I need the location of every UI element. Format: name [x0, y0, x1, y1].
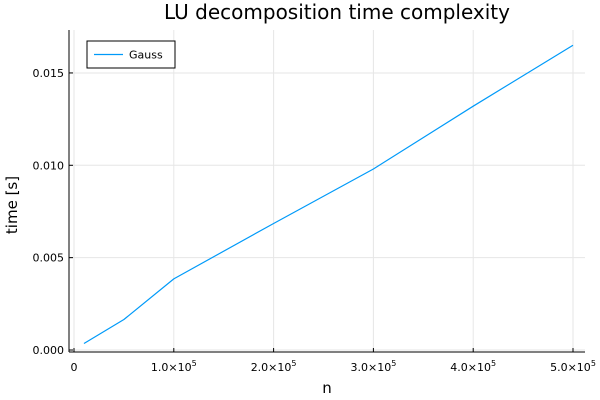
- x-tick-label-4: 4.0×105: [450, 359, 496, 374]
- y-tick-label-0: 0.000: [33, 344, 65, 357]
- y-tick-label-3: 0.015: [33, 67, 65, 80]
- x-tick-label-1: 1.0×105: [151, 359, 197, 374]
- x-tick-label-3: 3.0×105: [350, 359, 396, 374]
- axes: [68, 30, 585, 353]
- y-axis-label: time [s]: [3, 176, 21, 234]
- y-tick-label-1: 0.005: [33, 252, 65, 265]
- chart-title: LU decomposition time complexity: [164, 0, 510, 24]
- y-tick-label-2: 0.010: [33, 159, 65, 172]
- legend-label-0: Gauss: [129, 49, 163, 62]
- x-tick-labels: 0 1.0×105 2.0×105 3.0×105 4.0×105 5.0×105: [71, 359, 596, 374]
- series-layer: [83, 44, 574, 345]
- x-axis-label: n: [322, 379, 332, 397]
- x-tick-label-5: 5.0×105: [550, 359, 596, 374]
- series-line-0: [83, 44, 574, 345]
- x-tick-label-2: 2.0×105: [251, 359, 297, 374]
- x-tick-label-0: 0: [71, 361, 78, 374]
- y-tick-labels: 0.000 0.005 0.010 0.015: [33, 67, 65, 357]
- grid: [69, 30, 585, 352]
- legend: Gauss: [86, 40, 176, 69]
